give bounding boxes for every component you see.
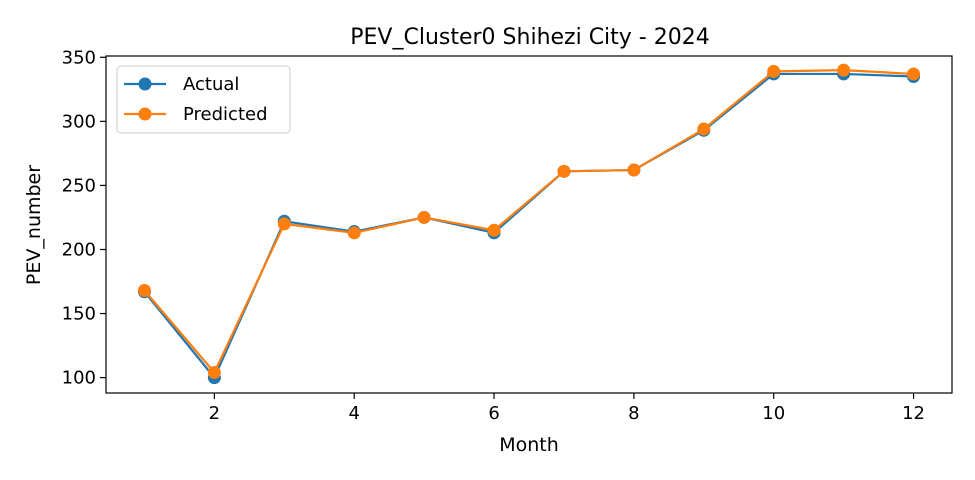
series-line-predicted bbox=[143, 68, 914, 375]
series-layer bbox=[137, 63, 921, 385]
x-tick-label: 10 bbox=[762, 403, 785, 424]
legend-label: Actual bbox=[183, 74, 239, 95]
data-point-predicted bbox=[417, 210, 431, 224]
y-tick-label: 350 bbox=[62, 47, 96, 68]
x-tick-label: 8 bbox=[628, 403, 639, 424]
x-tick-label: 2 bbox=[209, 403, 220, 424]
legend-box bbox=[116, 65, 291, 134]
x-tick-label: 6 bbox=[488, 403, 499, 424]
data-point-predicted bbox=[557, 164, 571, 178]
legend-label: Predicted bbox=[183, 104, 268, 125]
data-point-predicted bbox=[277, 217, 291, 231]
x-axis: 2 4 6 8 10 12 bbox=[209, 393, 925, 424]
y-tick-label: 150 bbox=[62, 304, 96, 325]
y-tick-label: 100 bbox=[62, 368, 96, 389]
plot-frame bbox=[105, 55, 953, 394]
data-point-predicted bbox=[767, 64, 781, 78]
chart-title: PEV_Cluster0 Shihezi City - 2024 bbox=[350, 25, 709, 50]
legend-marker bbox=[138, 107, 152, 121]
x-tick-label: 12 bbox=[902, 403, 925, 424]
data-point-predicted bbox=[137, 283, 151, 297]
y-tick-label: 200 bbox=[62, 239, 96, 260]
data-point-predicted bbox=[837, 63, 851, 77]
x-axis-label: Month bbox=[499, 434, 559, 456]
data-point-predicted bbox=[907, 67, 921, 81]
y-axis-label: PEV_number bbox=[23, 165, 45, 285]
data-point-predicted bbox=[207, 365, 221, 379]
x-tick-label: 4 bbox=[348, 403, 359, 424]
y-tick-label: 250 bbox=[62, 175, 96, 196]
data-point-predicted bbox=[627, 163, 641, 177]
legend-marker bbox=[138, 77, 152, 91]
y-tick-label: 300 bbox=[62, 111, 96, 132]
legend: Actual Predicted bbox=[116, 65, 291, 134]
data-point-predicted bbox=[347, 226, 361, 240]
data-point-predicted bbox=[487, 223, 501, 237]
data-point-predicted bbox=[697, 122, 711, 136]
y-axis: 100 150 200 250 300 350 bbox=[62, 47, 106, 389]
